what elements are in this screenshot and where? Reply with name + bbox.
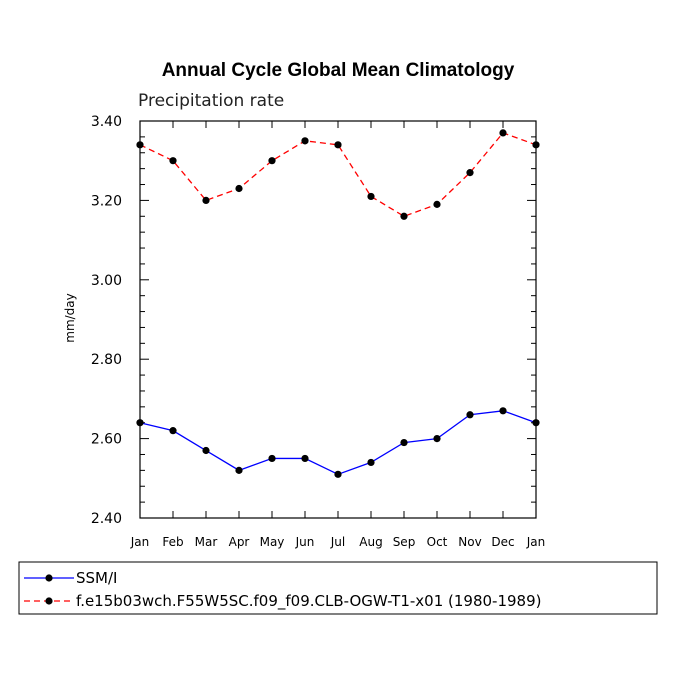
data-point bbox=[532, 141, 540, 149]
x-tick-label: Feb bbox=[162, 535, 183, 549]
data-point bbox=[169, 427, 177, 435]
y-tick-label: 3.20 bbox=[91, 193, 122, 209]
x-tick-label: Jan bbox=[130, 535, 150, 549]
plot-frame bbox=[139, 120, 537, 519]
legend-box bbox=[18, 561, 658, 615]
data-point bbox=[466, 169, 474, 177]
y-axis-label: mm/day bbox=[63, 293, 77, 343]
legend-label-1: f.e15b03wch.F55W5SC.f09_f09.CLB-OGW-T1-x… bbox=[76, 592, 541, 611]
data-point bbox=[367, 458, 375, 467]
x-tick-label: Aug bbox=[359, 535, 382, 549]
x-tick-label: Nov bbox=[458, 535, 481, 549]
legend-marker-0 bbox=[45, 574, 53, 582]
data-point bbox=[268, 454, 276, 463]
data-point bbox=[136, 419, 144, 427]
data-point bbox=[235, 184, 243, 193]
chart-subtitle: Precipitation rate bbox=[138, 91, 284, 111]
x-tick-label: Jun bbox=[295, 535, 315, 549]
x-tick-label: Jul bbox=[330, 535, 345, 549]
data-point bbox=[334, 470, 342, 478]
y-tick-label: 3.40 bbox=[91, 114, 122, 130]
data-point bbox=[202, 196, 210, 204]
data-point bbox=[367, 192, 375, 201]
y-tick-label: 2.80 bbox=[91, 352, 122, 368]
x-tick-label: Oct bbox=[427, 535, 448, 549]
data-point bbox=[301, 137, 309, 145]
axis-ticks: Jan Feb Mar Apr May Jun Jul Aug Sep Oct Nov Dec Jan 2… bbox=[91, 114, 545, 549]
chart-title: Annual Cycle Global Mean Climatology bbox=[162, 60, 515, 81]
y-tick-label: 2.60 bbox=[91, 432, 122, 448]
x-tick-label: Mar bbox=[195, 535, 218, 549]
legend-marker-1 bbox=[45, 597, 53, 605]
data-point bbox=[301, 454, 309, 463]
data-point bbox=[433, 200, 441, 208]
x-tick-label: Sep bbox=[393, 535, 416, 549]
data-point bbox=[202, 446, 210, 455]
series-line-0 bbox=[139, 410, 537, 476]
y-tick-label: 2.40 bbox=[91, 511, 122, 527]
data-point bbox=[400, 438, 408, 447]
series-layer bbox=[136, 129, 540, 478]
data-point bbox=[466, 411, 474, 419]
x-tick-label: Apr bbox=[229, 535, 250, 549]
data-point bbox=[499, 129, 507, 137]
data-point bbox=[400, 212, 408, 220]
x-tick-label: May bbox=[260, 535, 285, 549]
data-point bbox=[136, 141, 144, 149]
data-point bbox=[499, 407, 507, 415]
data-point bbox=[334, 141, 342, 149]
y-tick-label: 3.00 bbox=[91, 273, 122, 289]
data-point bbox=[268, 157, 276, 165]
x-tick-label: Dec bbox=[491, 535, 514, 549]
data-point bbox=[532, 419, 540, 427]
legend-label-0: SSM/I bbox=[76, 569, 117, 587]
data-point bbox=[169, 157, 177, 165]
data-point bbox=[433, 435, 441, 443]
x-tick-label: Jan bbox=[526, 535, 546, 549]
legend: SSM/I f.e15b03wch.F55W5SC.f09_f09.CLB-OGW… bbox=[24, 569, 541, 611]
data-point bbox=[235, 466, 243, 474]
